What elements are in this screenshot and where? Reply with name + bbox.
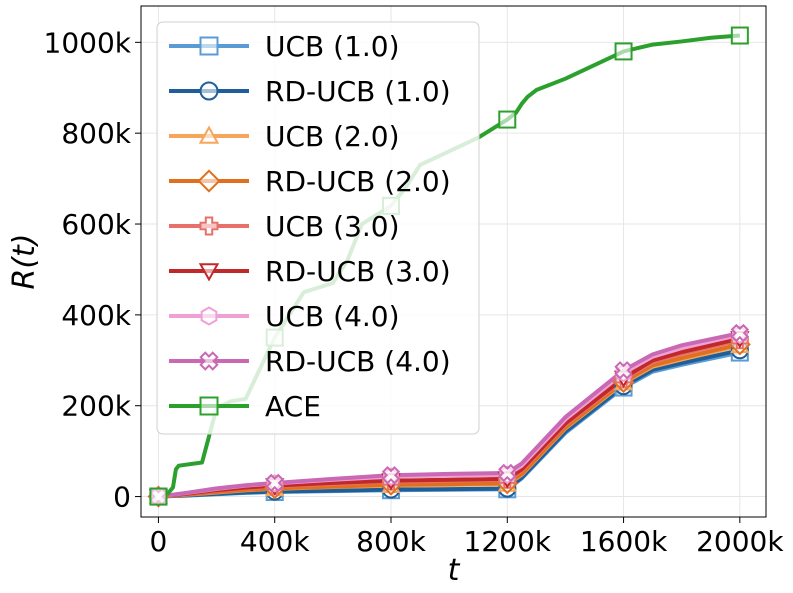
legend-label: ACE (265, 390, 321, 423)
data-point-ace (149, 487, 168, 506)
data-point-ace (730, 26, 749, 45)
data-point-rd-ucb-4-0 (730, 323, 750, 343)
x-tick-label: 800k (356, 525, 426, 558)
legend-marker (198, 263, 220, 282)
legend-marker (199, 216, 219, 236)
legend-label: RD-UCB (3.0) (265, 255, 451, 288)
y-tick-label: 800k (61, 117, 131, 150)
data-point-ace (614, 42, 633, 61)
x-marker-shape (199, 351, 219, 371)
x-marker-shape (265, 473, 284, 493)
legend-label: RD-UCB (2.0) (265, 165, 451, 198)
legend-label: RD-UCB (4.0) (265, 345, 451, 378)
legend-label: UCB (4.0) (265, 300, 400, 333)
plot-frame (140, 5, 767, 518)
y-tick-label: 600k (61, 208, 131, 241)
data-point-rd-ucb-4-0 (614, 361, 633, 380)
data-point-ace (498, 110, 517, 129)
legend-marker (199, 396, 219, 416)
legend-marker (199, 351, 219, 371)
data-point-rd-ucb-4-0 (265, 473, 284, 493)
x-marker-shape (381, 465, 401, 485)
y-tick-label: 200k (61, 390, 131, 423)
legend-marker (199, 36, 219, 56)
y-tick-label: 0 (113, 481, 131, 514)
legend-marker (197, 169, 221, 193)
legend-marker (199, 81, 219, 101)
data-point-rd-ucb-4-0 (381, 465, 401, 485)
x-marker-shape (730, 323, 750, 343)
legend-label: RD-UCB (1.0) (265, 75, 451, 108)
legend-label: UCB (2.0) (265, 120, 400, 153)
x-tick-label: 1600k (580, 525, 668, 558)
legend: UCB (1.0) RD-UCB (1.0) UCB (2.0) RD-UCB (2.… (156, 21, 480, 435)
legend-box (156, 21, 480, 435)
series-line-rd-ucb-4-0 (158, 331, 741, 499)
y-axis-label: R(t) (7, 233, 42, 289)
series-lines (157, 33, 741, 499)
axis-ticks: 0 400k 800k 1200k 1600k 2000k 0 200k 400k 600k 800… (44, 26, 785, 558)
x-tick-label: 0 (150, 525, 168, 558)
x-axis-label: t (448, 553, 461, 588)
x-tick-label: 2000k (696, 525, 784, 558)
legend-label: UCB (1.0) (265, 30, 400, 63)
x-marker-shape (614, 361, 633, 380)
y-tick-label: 1000k (44, 26, 132, 59)
legend-label: UCB (3.0) (265, 210, 400, 243)
x-tick-label: 1200k (464, 525, 552, 558)
y-tick-label: 400k (61, 299, 131, 332)
legend-marker (198, 125, 220, 144)
legend-marker (200, 306, 218, 326)
x-marker-shape (498, 463, 517, 483)
x-tick-label: 400k (240, 525, 310, 558)
data-point-rd-ucb-4-0 (498, 463, 517, 483)
